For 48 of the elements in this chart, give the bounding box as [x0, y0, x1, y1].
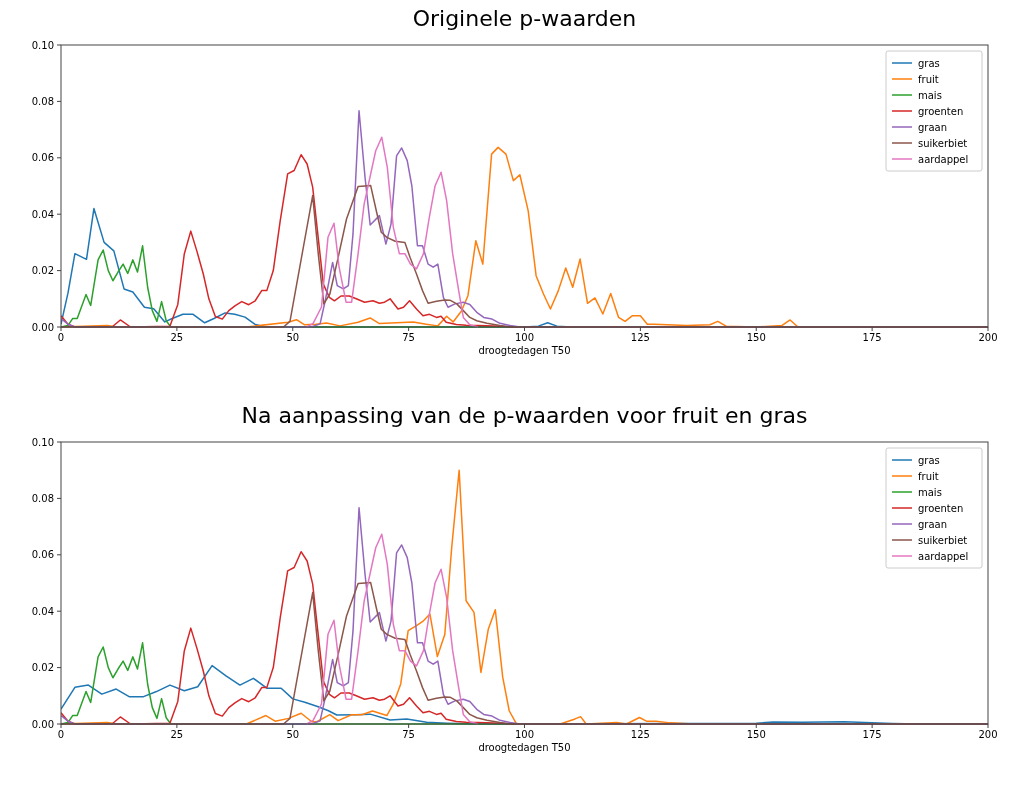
legend-label: suikerbiet [918, 534, 968, 546]
legend-label: graan [918, 518, 948, 530]
legend-label: fruit [918, 73, 939, 85]
legend-label: mais [918, 89, 942, 101]
chart-title: Originele p-waarden [412, 6, 637, 31]
x-tick-label: 75 [402, 729, 415, 740]
x-axis-title: droogtedagen T50 [478, 345, 571, 356]
legend-label: graan [918, 121, 948, 133]
legend-label: suikerbiet [918, 137, 968, 149]
y-tick-label: 0.06 [31, 152, 54, 164]
chart-title: Na aanpassing van de p-waarden voor fruit en gras [241, 403, 808, 428]
legend-label: gras [918, 454, 940, 466]
x-tick-label: 175 [862, 332, 882, 343]
y-tick-label: 0.10 [31, 39, 54, 51]
x-tick-label: 75 [402, 332, 415, 343]
x-tick-label: 100 [514, 729, 535, 740]
x-tick-label: 100 [514, 332, 535, 343]
x-tick-label: 0 [57, 332, 65, 343]
legend-label: gras [918, 57, 940, 69]
x-tick-label: 25 [170, 729, 184, 740]
legend-label: groenten [918, 502, 964, 514]
x-tick-label: 0 [57, 729, 65, 740]
x-tick-label: 150 [746, 729, 766, 740]
x-tick-label: 25 [170, 332, 184, 343]
x-tick-label: 50 [286, 332, 300, 343]
y-tick-label: 0.10 [31, 436, 54, 448]
y-tick-label: 0.08 [31, 492, 54, 504]
y-tick-label: 0.04 [31, 605, 54, 617]
y-tick-label: 0.04 [31, 208, 54, 220]
y-tick-label: 0.02 [31, 265, 54, 277]
x-tick-label: 150 [746, 332, 766, 343]
legend-label: aardappel [918, 550, 969, 562]
x-tick-label: 125 [630, 332, 650, 343]
y-tick-label: 0.08 [31, 95, 54, 107]
legend-label: aardappel [918, 153, 969, 165]
y-tick-label: 0.00 [31, 718, 54, 730]
x-axis-title: droogtedagen T50 [478, 742, 571, 753]
x-tick-label: 200 [978, 729, 998, 740]
legend-label: fruit [918, 470, 939, 482]
y-tick-label: 0.00 [31, 321, 54, 333]
x-tick-label: 175 [862, 729, 882, 740]
legend-label: groenten [918, 105, 964, 117]
x-tick-label: 125 [630, 729, 650, 740]
y-tick-label: 0.02 [31, 662, 54, 674]
legend-label: mais [918, 486, 942, 498]
x-tick-label: 50 [286, 729, 300, 740]
x-tick-label: 200 [978, 332, 998, 343]
y-tick-label: 0.06 [31, 549, 54, 561]
